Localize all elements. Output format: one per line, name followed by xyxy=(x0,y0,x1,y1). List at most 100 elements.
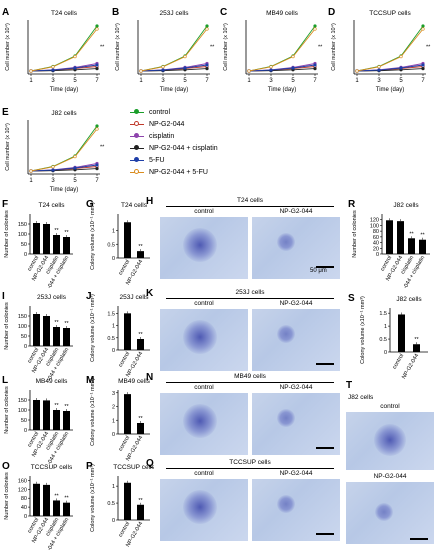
chart-title: 253J cells xyxy=(120,294,150,301)
significance-marker: ** xyxy=(64,321,69,327)
data-point xyxy=(421,27,425,31)
y-axis-label: Number of colonies xyxy=(4,210,10,258)
y-tick-label: 60 xyxy=(373,235,379,241)
scale-bar-label: 50 μm xyxy=(310,268,327,274)
panel-letter: S xyxy=(348,293,355,304)
series-line-6 xyxy=(140,28,208,72)
y-axis-label: Cell number (x 10⁴) xyxy=(222,23,229,71)
micrograph-treated xyxy=(346,482,434,544)
image-panel-MB49: N MB49 cells control NP-G2-044 xyxy=(146,372,340,456)
x-tick-label: 5 xyxy=(399,78,403,84)
bar xyxy=(137,251,144,258)
micrograph-treated xyxy=(252,479,340,541)
colony-volume-chart-253J: J 253J cells Colony volume (x10⁻¹ mm³) 0 0.5… xyxy=(86,291,150,378)
image-title: TCCSUP cells xyxy=(229,459,271,466)
x-tick-label: 1 xyxy=(355,78,359,84)
data-point xyxy=(51,165,55,169)
y-tick-label: 100 xyxy=(18,232,27,238)
x-axis-label: Time (day) xyxy=(50,187,78,193)
series-line-5 xyxy=(248,64,316,72)
y-tick-label: 80 xyxy=(21,496,27,502)
panel-letter: A xyxy=(2,7,9,18)
legend-label: control xyxy=(149,108,171,116)
title-divider xyxy=(166,206,334,207)
series-line-1 xyxy=(248,25,316,72)
data-point xyxy=(51,168,55,172)
significance-marker: ** xyxy=(64,230,69,236)
legend-marker xyxy=(134,157,139,162)
significance-marker: ** xyxy=(54,493,59,499)
x-tick-label: 3 xyxy=(269,78,273,84)
data-point xyxy=(95,66,99,71)
y-tick-label: 1 xyxy=(112,484,115,490)
data-point xyxy=(247,69,251,73)
data-point xyxy=(377,65,381,69)
data-point xyxy=(377,68,381,72)
bar xyxy=(419,239,426,254)
data-point xyxy=(399,66,403,70)
chart-title: 253J cells xyxy=(37,294,67,301)
chart-title: J82 cells xyxy=(393,202,419,209)
data-point xyxy=(95,63,99,67)
image-label-right: NP-G2-044 xyxy=(279,470,313,477)
data-point xyxy=(139,69,143,73)
x-tick-label: 7 xyxy=(205,78,209,84)
legend-label: 5-FU xyxy=(149,156,165,164)
significance-marker: ** xyxy=(138,332,143,338)
bar xyxy=(137,423,144,434)
colony xyxy=(277,233,295,251)
image-label-top: control xyxy=(380,403,400,410)
significance-marker: ** xyxy=(54,403,59,409)
y-tick-label: 1 xyxy=(384,324,387,330)
y-tick-label: 0 xyxy=(24,344,27,350)
colony xyxy=(277,409,295,427)
x-axis-label: Time (day) xyxy=(376,87,404,93)
panel-letter: N xyxy=(146,372,154,383)
image-title: 253J cells xyxy=(235,289,265,296)
data-point xyxy=(291,66,295,70)
data-point xyxy=(205,27,209,31)
bar xyxy=(124,222,131,258)
y-tick-label: 0 xyxy=(112,348,115,354)
data-point xyxy=(421,24,425,28)
data-point xyxy=(421,66,425,71)
y-tick-label: 50 xyxy=(21,334,27,340)
x-tick-label: 3 xyxy=(51,78,55,84)
bar xyxy=(43,400,50,430)
bar xyxy=(124,313,131,350)
scale-bar xyxy=(316,363,334,365)
data-point xyxy=(291,54,295,59)
bar xyxy=(63,237,70,254)
title-divider xyxy=(166,382,334,383)
y-tick-label: 0 xyxy=(384,350,387,356)
image-label-bottom: NP-G2-044 xyxy=(373,473,407,480)
data-point xyxy=(205,66,209,71)
y-tick-label: 0.5 xyxy=(107,336,115,342)
y-tick-label: 1 xyxy=(112,229,115,235)
legend-label: cisplatin xyxy=(149,132,175,140)
micrograph-control xyxy=(160,393,248,455)
data-point xyxy=(183,66,187,70)
y-tick-label: 120 xyxy=(370,218,379,224)
panel-letter: R xyxy=(348,199,356,210)
data-point xyxy=(73,66,77,70)
legend-item: NP-G2-044 + 5-FU xyxy=(130,166,300,178)
significance-marker: ** xyxy=(138,244,143,250)
x-tick-label: 3 xyxy=(51,178,55,184)
significance-marker: ** xyxy=(414,337,419,343)
micrograph-control xyxy=(160,309,248,371)
significance-marker: ** xyxy=(54,228,59,234)
colony xyxy=(374,424,406,456)
data-point xyxy=(183,54,187,59)
image-label-right: NP-G2-044 xyxy=(279,300,313,307)
y-tick-label: 20 xyxy=(373,246,379,252)
bar xyxy=(63,411,70,430)
y-tick-label: 150 xyxy=(18,398,27,404)
data-point xyxy=(355,69,359,73)
image-label-left: control xyxy=(194,208,214,215)
image-title: J82 cells xyxy=(348,394,374,401)
chart-title: J82 cells xyxy=(396,296,422,303)
significance-marker: ** xyxy=(64,404,69,410)
data-point xyxy=(313,66,317,71)
